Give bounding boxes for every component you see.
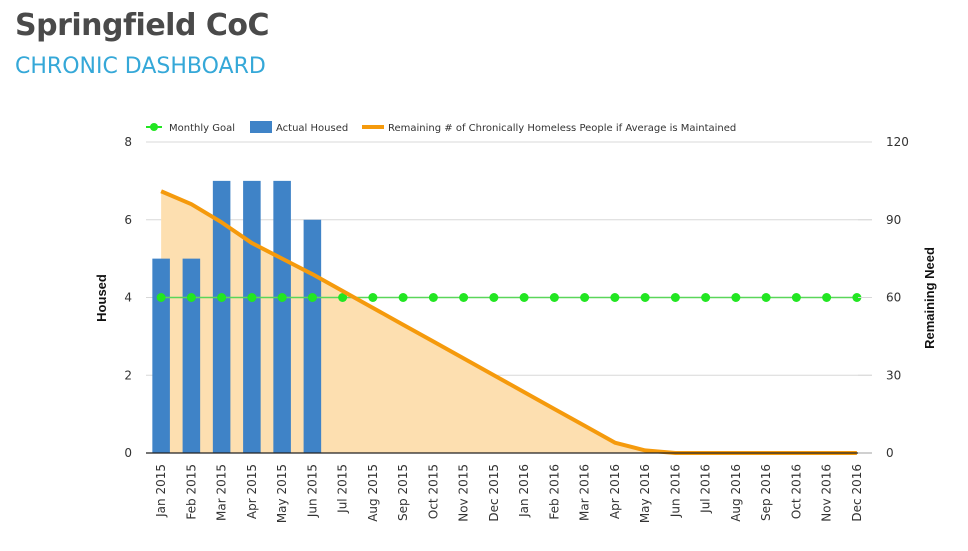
page-title: Springfield CoC [15,8,270,43]
goal-marker [610,293,620,302]
x-tick-label: Mar 2015 [215,464,229,521]
x-tick-label: Jan 2016 [517,464,531,518]
goal-marker [580,293,590,302]
legend-label-remaining: Remaining # of Chronically Homeless Peop… [388,123,736,134]
x-tick-label: Oct 2016 [789,464,803,519]
x-tick-label: Nov 2015 [457,464,471,522]
y-left-tick-label: 4 [124,291,132,305]
x-tick-label: Jun 2015 [305,464,319,518]
bar-actual-housed [243,180,261,453]
goal-marker [186,293,196,302]
goal-marker [519,293,529,302]
y-right-tick-label: 0 [886,446,894,460]
goal-marker [277,293,287,302]
goal-marker [852,293,862,302]
x-tick-label: Apr 2015 [245,464,259,519]
goal-marker [459,293,469,302]
bar-actual-housed [182,258,201,453]
y-right-tick-label: 60 [886,291,901,305]
x-tick-label: Jun 2016 [668,464,682,518]
goal-marker [822,293,832,302]
goal-marker [156,293,166,302]
legend-item-remaining[interactable]: Remaining # of Chronically Homeless Peop… [362,123,736,134]
x-tick-label: Feb 2016 [547,464,561,520]
x-tick-label: Oct 2015 [426,464,440,519]
x-tick-label: Jul 2016 [699,464,713,514]
x-tick-label: Apr 2016 [608,464,622,519]
x-tick-label: Dec 2016 [850,464,864,522]
legend-goal-marker [150,123,158,131]
goal-marker [731,293,741,302]
legend-bar-swatch [250,121,272,133]
x-tick-label: Aug 2016 [729,464,743,522]
bar-actual-housed [303,219,322,453]
axes [146,141,872,454]
legend-item-actual-housed[interactable]: Actual Housed [250,121,348,134]
legend-item-monthly-goal[interactable]: Monthly Goal [146,123,235,134]
y-right-tick-label: 30 [886,368,901,382]
goal-marker [307,293,317,302]
bar-actual-housed [212,180,231,453]
tick-labels: 0 2 4 6 8 0 30 60 90 120 Jan 2015 Feb 2015 Mar 2015 A… [124,135,909,523]
goal-marker [338,293,348,302]
y-left-axis-title: Housed [94,274,109,322]
y-left-tick-label: 0 [124,446,132,460]
x-tick-label: Sep 2016 [759,464,773,521]
x-tick-label: Dec 2015 [487,464,501,522]
x-tick-label: May 2015 [275,464,289,523]
x-tick-label: Jul 2015 [336,464,350,514]
y-right-tick-label: 120 [886,135,909,149]
y-right-axis-title: Remaining Need [922,247,937,349]
goal-marker [640,293,650,302]
goal-marker [247,293,257,302]
legend-label-monthly-goal: Monthly Goal [169,123,235,134]
y-right-tick-label: 90 [886,213,901,227]
page-subtitle: CHRONIC DASHBOARD [15,54,266,79]
legend-remaining-swatch [362,125,384,129]
y-left-tick-label: 8 [124,135,132,149]
goal-marker [791,293,801,302]
bar-actual-housed [273,180,291,453]
goal-marker [701,293,711,302]
remaining-area-fill [161,191,857,453]
y-left-tick-label: 6 [124,213,132,227]
goal-marker [217,293,227,302]
x-tick-label: Sep 2015 [396,464,410,521]
goal-marker [670,293,680,302]
goal-marker [761,293,771,302]
bars [152,180,322,453]
x-tick-label: Jan 2015 [154,464,168,518]
goal-marker [428,293,438,302]
legend: Monthly Goal Actual Housed Remaining # o… [146,121,736,134]
remaining-area [161,191,857,453]
goal-marker [489,293,499,302]
x-tick-label: Feb 2015 [184,464,198,520]
goal-series [156,293,862,302]
x-tick-label: Mar 2016 [578,464,592,521]
legend-label-actual-housed: Actual Housed [276,123,348,134]
goal-marker [398,293,408,302]
goal-marker [549,293,559,302]
x-tick-label: May 2016 [638,464,652,523]
y-left-tick-label: 2 [124,368,132,382]
x-tick-label: Aug 2015 [366,464,380,522]
goal-marker [368,293,378,302]
bar-actual-housed [152,258,170,453]
x-tick-label: Nov 2016 [820,464,834,522]
